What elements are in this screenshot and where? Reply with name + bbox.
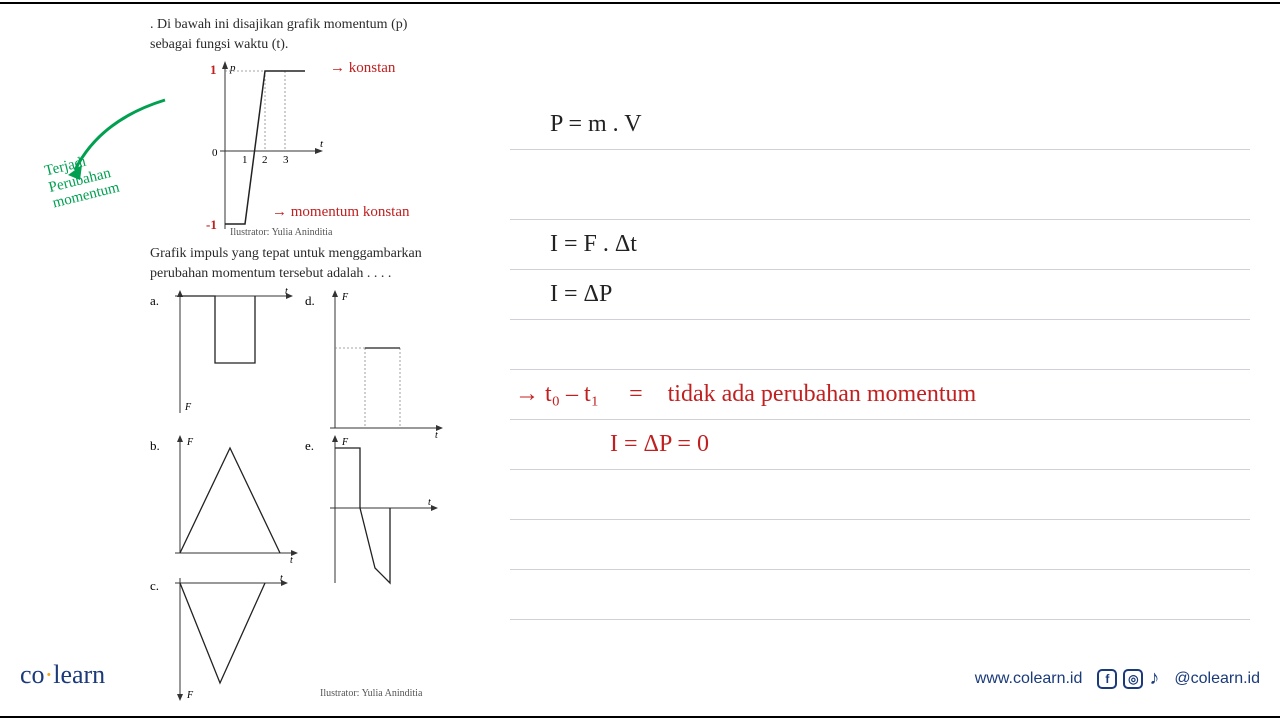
- question-intro: . Di bawah ini disajikan grafik momentum…: [150, 15, 430, 54]
- opt-d-label: d.: [305, 293, 315, 309]
- x-label: t: [320, 138, 324, 150]
- opt-c-label: c.: [150, 578, 159, 594]
- formula-text: tidak ada perubahan momentum: [668, 381, 977, 408]
- notebook-spacer-2: [510, 320, 1250, 370]
- notebook-line-1: P = m . V: [510, 100, 1250, 150]
- intro-line2: sebagai fungsi waktu (t).: [150, 37, 288, 52]
- logo-co: co: [20, 660, 45, 689]
- svg-text:t: t: [290, 555, 293, 563]
- svg-text:t: t: [428, 497, 431, 508]
- annotation-mom-konstan: → momentum konstan: [272, 204, 410, 221]
- notebook-line-4: → t₀ – t₁ = tidak ada perubahan momentum: [510, 370, 1250, 420]
- formula-arrow: → t₀ – t₁: [515, 381, 599, 408]
- main-container: . Di bawah ini disajikan grafik momentum…: [0, 0, 1280, 720]
- opt-b-graph: F t: [165, 433, 305, 563]
- notebook-line-2: I = F . Δt: [510, 220, 1250, 270]
- svg-text:F: F: [186, 437, 194, 448]
- logo-learn: learn: [53, 660, 105, 689]
- notebook-line-6: [510, 470, 1250, 520]
- svg-text:F: F: [184, 402, 192, 413]
- facebook-icon: f: [1097, 669, 1117, 689]
- notebook-line-7: [510, 520, 1250, 570]
- svg-text:t: t: [285, 288, 288, 297]
- x-tick-1: 1: [242, 154, 248, 166]
- notebook-line-3: I = ΔP: [510, 270, 1250, 320]
- opt-e-graph: F t: [320, 433, 450, 588]
- logo-dot: ·: [45, 660, 54, 689]
- annotation-terjadi: TerjadiPerubahanmomentum: [43, 147, 121, 212]
- opt-d-graph: F t: [320, 288, 450, 438]
- opt-b-label: b.: [150, 438, 160, 454]
- instagram-icon: ◎: [1123, 669, 1143, 689]
- opt-a-graph: t F: [165, 288, 295, 418]
- notebook-line-5: I = ΔP = 0: [510, 420, 1250, 470]
- social-icons: f ◎ ♪: [1097, 667, 1159, 690]
- y-tick-0: 0: [212, 147, 218, 159]
- opt-a-label: a.: [150, 293, 159, 309]
- footer-right: www.colearn.id f ◎ ♪ @colearn.id: [975, 667, 1260, 690]
- formula-p: P = m . V: [550, 111, 642, 138]
- svg-text:F: F: [341, 437, 349, 448]
- footer-url: www.colearn.id: [975, 670, 1083, 688]
- y-tick-neg1: -1: [206, 217, 217, 232]
- opt-e-label: e.: [305, 438, 314, 454]
- formula-i1: I = F . Δt: [550, 231, 637, 258]
- annotation-konstan: → konstan: [330, 60, 395, 77]
- illustrator-credit-1: Ilustrator: Yulia Aninditia: [230, 227, 332, 238]
- y-label: p: [229, 62, 236, 74]
- tiktok-icon: ♪: [1149, 667, 1159, 690]
- notebook-panel: P = m . V I = F . Δt I = ΔP → t₀ – t₁ = …: [450, 0, 1280, 720]
- notebook-spacer-1: [510, 150, 1250, 220]
- svg-text:t: t: [280, 573, 283, 584]
- formula-i2: I = ΔP: [550, 281, 612, 308]
- formula-eq: =: [629, 381, 643, 408]
- footer-handle: @colearn.id: [1174, 670, 1260, 688]
- sub-line2: perubahan momentum tersebut adalah . . .…: [150, 266, 391, 281]
- svg-text:F: F: [341, 292, 349, 303]
- opt-c-graph: F t: [165, 573, 295, 703]
- intro-line1: . Di bawah ini disajikan grafik momentum…: [150, 17, 407, 32]
- question-panel: . Di bawah ini disajikan grafik momentum…: [0, 0, 450, 720]
- sub-question: Grafik impuls yang tepat untuk menggamba…: [150, 244, 430, 283]
- sub-line1: Grafik impuls yang tepat untuk menggamba…: [150, 246, 422, 261]
- y-arrow: [222, 61, 228, 69]
- colearn-logo: co·learn: [20, 660, 105, 690]
- y-tick-1: 1: [210, 62, 217, 77]
- notebook-line-8: [510, 570, 1250, 620]
- formula-i3: I = ΔP = 0: [610, 431, 709, 458]
- illustrator-credit-2: Ilustrator: Yulia Aninditia: [320, 688, 422, 699]
- x-tick-2: 2: [262, 154, 268, 166]
- svg-text:F: F: [186, 690, 194, 701]
- x-tick-3: 3: [283, 154, 289, 166]
